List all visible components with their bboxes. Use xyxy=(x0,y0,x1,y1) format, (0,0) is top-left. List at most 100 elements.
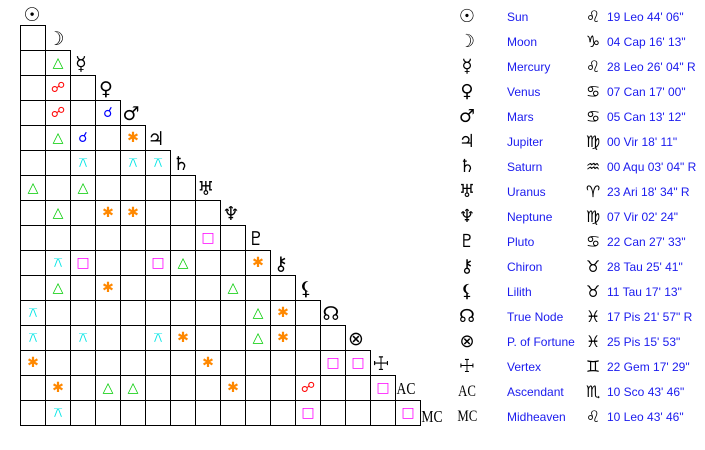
planet-position: 28 Leo 26' 04" R xyxy=(607,60,696,74)
aspect-cell-true-node-neptune xyxy=(220,300,246,326)
venus-icon: ♀ xyxy=(460,81,474,102)
planet-row-moon: ☽ Moon ♑ 04 Cap 16' 13" xyxy=(455,32,705,57)
planet-position: 22 Gem 17' 29" xyxy=(607,360,690,374)
quincunx-aspect-icon: ⚻ xyxy=(53,405,63,421)
quincunx-aspect-icon: ⚻ xyxy=(28,330,38,346)
moon-icon: ☽ xyxy=(458,31,476,52)
aspect-cell-lilith-neptune: △ xyxy=(220,275,246,301)
planet-name: Lilith xyxy=(507,285,532,299)
sextile-aspect-icon: ✱ xyxy=(102,205,114,221)
aspect-cell-lilith-pluto xyxy=(245,275,271,301)
aspect-cell-midheaven-ascendant: □ xyxy=(395,400,421,426)
aspect-cell-lilith-sun xyxy=(20,275,46,301)
aspect-cell-vertex-true-node: □ xyxy=(320,350,346,376)
aspect-cell-p-of-fortune-mercury: ⚻ xyxy=(70,325,96,351)
aspect-cell-ascendant-uranus xyxy=(195,375,221,401)
aspect-cell-lilith-saturn xyxy=(170,275,196,301)
aspect-cell-midheaven-lilith: □ xyxy=(295,400,321,426)
aspect-cell-true-node-moon xyxy=(45,300,71,326)
aspect-cell-p-of-fortune-true-node xyxy=(320,325,346,351)
planet-row-neptune: ♆ Neptune ♍ 07 Vir 02' 24" xyxy=(455,207,705,232)
aspect-cell-midheaven-neptune xyxy=(220,400,246,426)
aspect-cell-chiron-moon: ⚻ xyxy=(45,250,71,276)
zodiac-sign-icon: ♓ xyxy=(585,307,601,326)
uranus-icon: ♅ xyxy=(458,181,476,202)
aspect-cell-midheaven-venus xyxy=(95,400,121,426)
planet-row-p-of-fortune: ⊗ P. of Fortune ♓ 25 Pis 15' 53" xyxy=(455,332,705,357)
venus-glyph-icon: ♀ xyxy=(99,78,113,100)
neptune-icon: ♆ xyxy=(458,206,476,227)
aspect-cell-jupiter-mercury: ☌ xyxy=(70,125,96,151)
aspect-cell-vertex-jupiter xyxy=(145,350,171,376)
aspect-cell-neptune-uranus xyxy=(195,200,221,226)
mars-glyph-icon: ♂ xyxy=(122,103,140,125)
aspect-cell-chiron-sun xyxy=(20,250,46,276)
aspect-cell-ascendant-mercury xyxy=(70,375,96,401)
vertex-icon: ☩ xyxy=(458,356,476,377)
sextile-aspect-icon: ✱ xyxy=(127,205,139,221)
aspect-cell-uranus-saturn xyxy=(170,175,196,201)
aspect-cell-ascendant-pluto xyxy=(245,375,271,401)
aspect-cell-pluto-neptune xyxy=(220,225,246,251)
aspect-cell-p-of-fortune-neptune xyxy=(220,325,246,351)
aspect-cell-midheaven-vertex xyxy=(370,400,396,426)
sextile-aspect-icon: ✱ xyxy=(27,355,39,371)
zodiac-sign-icon: ♌ xyxy=(585,57,601,76)
chiron-icon: ⚷ xyxy=(460,256,474,277)
aspect-cell-neptune-moon: △ xyxy=(45,200,71,226)
planet-name: Mercury xyxy=(507,60,551,74)
square-aspect-icon: □ xyxy=(376,380,390,396)
lilith-glyph-icon: ⚸ xyxy=(299,278,313,300)
aspect-cell-ascendant-vertex: □ xyxy=(370,375,396,401)
aspect-cell-neptune-mars: ✱ xyxy=(120,200,146,226)
aspect-cell-lilith-mercury xyxy=(70,275,96,301)
quincunx-aspect-icon: ⚻ xyxy=(78,155,88,171)
aspect-cell-p-of-fortune-mars xyxy=(120,325,146,351)
aspect-cell-venus-sun xyxy=(20,75,46,101)
aspect-cell-neptune-venus: ✱ xyxy=(95,200,121,226)
aspect-cell-true-node-mars xyxy=(120,300,146,326)
ascendant-glyph-icon: AC xyxy=(396,379,416,398)
trine-aspect-icon: △ xyxy=(52,55,64,71)
square-aspect-icon: □ xyxy=(351,355,365,371)
planet-position: 17 Pis 21' 57" R xyxy=(607,310,693,324)
planet-position: 07 Can 17' 00" xyxy=(607,85,686,99)
trine-aspect-icon: △ xyxy=(77,180,89,196)
aspect-cell-ascendant-true-node xyxy=(320,375,346,401)
planet-name: Vertex xyxy=(507,360,542,374)
zodiac-sign-icon: ♓ xyxy=(585,332,601,351)
trine-aspect-icon: △ xyxy=(52,130,64,146)
pluto-icon: ♇ xyxy=(458,231,476,252)
trine-aspect-icon: △ xyxy=(177,255,189,271)
planet-name: Midheaven xyxy=(507,410,566,424)
aspect-cell-true-node-lilith xyxy=(295,300,321,326)
square-aspect-icon: □ xyxy=(326,355,340,371)
aspect-cell-ascendant-sun xyxy=(20,375,46,401)
planet-position: 11 Tau 17' 13" xyxy=(607,285,682,299)
planet-position: 00 Vir 18' 11" xyxy=(607,135,678,149)
aspect-cell-midheaven-uranus xyxy=(195,400,221,426)
aspect-cell-uranus-mars xyxy=(120,175,146,201)
aspect-cell-neptune-jupiter xyxy=(145,200,171,226)
planet-row-mercury: ☿ Mercury ♌ 28 Leo 26' 04" R xyxy=(455,57,705,82)
sextile-aspect-icon: ✱ xyxy=(127,130,139,146)
planet-name: Saturn xyxy=(507,160,543,174)
aspect-cell-p-of-fortune-sun: ⚻ xyxy=(20,325,46,351)
aspect-cell-ascendant-chiron xyxy=(270,375,296,401)
sextile-aspect-icon: ✱ xyxy=(227,380,239,396)
aspect-cell-saturn-mercury: ⚻ xyxy=(70,150,96,176)
aspect-cell-chiron-uranus xyxy=(195,250,221,276)
lilith-icon: ⚸ xyxy=(460,281,474,302)
planet-name: True Node xyxy=(507,310,564,324)
opposition-aspect-icon: ☍ xyxy=(50,80,66,96)
sextile-aspect-icon: ✱ xyxy=(177,330,189,346)
planet-position: 04 Cap 16' 13" xyxy=(607,35,686,49)
aspect-cell-true-node-uranus xyxy=(195,300,221,326)
sun-icon: ☉ xyxy=(458,6,476,27)
midheaven-glyph-icon: MC xyxy=(421,407,443,426)
trine-aspect-icon: △ xyxy=(227,280,239,296)
planet-name: Mars xyxy=(507,110,534,124)
planet-position: 10 Sco 43' 46" xyxy=(607,385,685,399)
aspect-cell-chiron-mercury: □ xyxy=(70,250,96,276)
sun-glyph-icon: ☉ xyxy=(23,4,41,26)
